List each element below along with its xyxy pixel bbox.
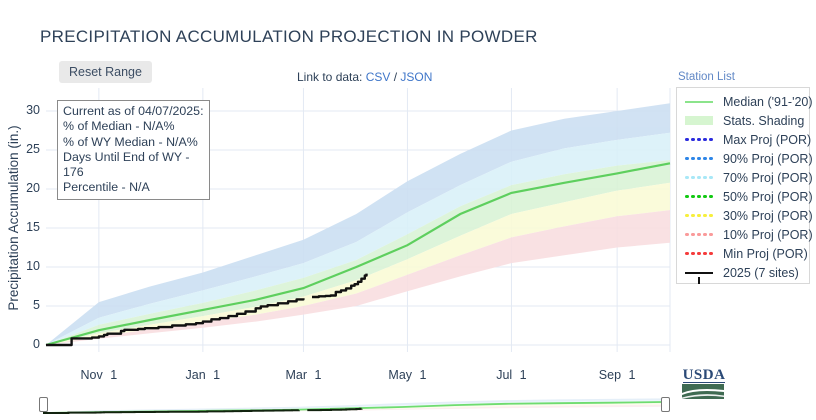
y-tick-label: 10 [26, 259, 40, 273]
link-separator: / [390, 70, 401, 84]
legend-item-label: 70% Proj (POR) [723, 170, 813, 185]
legend-item[interactable]: Min Proj (POR) [677, 244, 809, 263]
legend-dotted-line-swatch [685, 156, 717, 161]
legend-line-swatch [685, 271, 717, 284]
legend-item[interactable]: Max Proj (POR) [677, 130, 812, 149]
legend-list: Median ('91-'20) Stats. Shading Max Proj (… [677, 92, 813, 284]
legend-dotted-line-swatch [685, 232, 717, 237]
legend-item[interactable]: Stats. Shading [677, 111, 809, 130]
legend-dotted-line-swatch [685, 194, 717, 199]
legend-item[interactable]: Median ('91-'20) [677, 92, 813, 111]
legend-line-swatch [685, 100, 717, 103]
y-tick-label: 15 [26, 220, 40, 234]
x-tick-label: Jul 1 [496, 368, 527, 382]
median-line [45, 162, 671, 347]
reset-range-button[interactable]: Reset Range [59, 61, 152, 83]
info-box-line: Percentile - N/A [63, 180, 150, 195]
legend-item-label: 90% Proj (POR) [723, 151, 813, 166]
station-list-link[interactable]: Station List [678, 71, 735, 83]
x-tick-label: May 1 [388, 368, 427, 382]
x-tick-label: Mar 1 [285, 368, 322, 382]
info-box-line: Current as of 04/07/2025: [63, 104, 204, 118]
legend-item-label: 50% Proj (POR) [723, 189, 813, 204]
legend-item[interactable]: 2025 (7 sites) [677, 263, 809, 284]
range-slider-handle-right[interactable] [661, 397, 670, 412]
legend-item-label: Max Proj (POR) [723, 132, 812, 147]
legend-band-swatch [685, 116, 717, 125]
legend-dotted-line-swatch [685, 213, 717, 218]
legend-dotted-line-swatch [685, 175, 717, 180]
usda-logo-symbol [682, 384, 724, 399]
y-tick-label: 0 [33, 337, 40, 351]
usda-logo: USDA [682, 366, 726, 399]
legend-dotted-line-swatch [685, 137, 717, 142]
line-2025 [46, 273, 368, 347]
link-to-data-label: Link to data: [297, 70, 366, 84]
data-links: Link to data: CSV / JSON [297, 70, 432, 84]
legend-item-label: 2025 (7 sites) [723, 265, 799, 280]
stats-shading-bands [46, 103, 670, 345]
y-tick-label: 30 [26, 103, 40, 117]
legend-item-label: Stats. Shading [723, 113, 805, 128]
legend-item-label: Median ('91-'20) [723, 94, 813, 109]
range-slider-mini-chart [42, 398, 664, 414]
legend-item-label: 30% Proj (POR) [723, 208, 813, 223]
info-box-line: % of Median - N/A% [63, 119, 175, 134]
usda-logo-text: USDA [682, 367, 726, 383]
current-status-annotation: Current as of 04/07/2025:% of Median - N… [57, 100, 210, 200]
range-slider[interactable] [40, 396, 668, 420]
legend: Median ('91-'20) Stats. Shading Max Proj (… [676, 87, 813, 284]
csv-link[interactable]: CSV [365, 70, 391, 84]
json-link[interactable]: JSON [400, 70, 433, 84]
x-tick-label: Nov 1 [80, 368, 118, 382]
y-tick-label: 20 [26, 181, 40, 195]
x-tick-label: Sep 1 [598, 368, 636, 382]
page-title: PRECIPITATION ACCUMULATION PROJECTION IN… [40, 27, 538, 46]
y-tick-label: 5 [33, 298, 40, 312]
range-slider-handle-left[interactable] [39, 397, 48, 412]
y-tick-label: 25 [26, 142, 40, 156]
x-tick-label: Jan 1 [185, 368, 221, 382]
legend-item[interactable]: 70% Proj (POR) [677, 168, 813, 187]
info-box-line: Days Until End of WY - 176 [63, 149, 190, 180]
legend-item[interactable]: 10% Proj (POR) [677, 225, 813, 244]
legend-item-label: Min Proj (POR) [723, 246, 808, 261]
legend-dotted-line-swatch [685, 251, 717, 256]
legend-item-label: 10% Proj (POR) [723, 227, 813, 242]
legend-item[interactable]: 30% Proj (POR) [677, 206, 813, 225]
info-box-line: % of WY Median - N/A% [63, 134, 198, 149]
legend-item[interactable]: 50% Proj (POR) [677, 187, 813, 206]
legend-item[interactable]: 90% Proj (POR) [677, 149, 813, 168]
